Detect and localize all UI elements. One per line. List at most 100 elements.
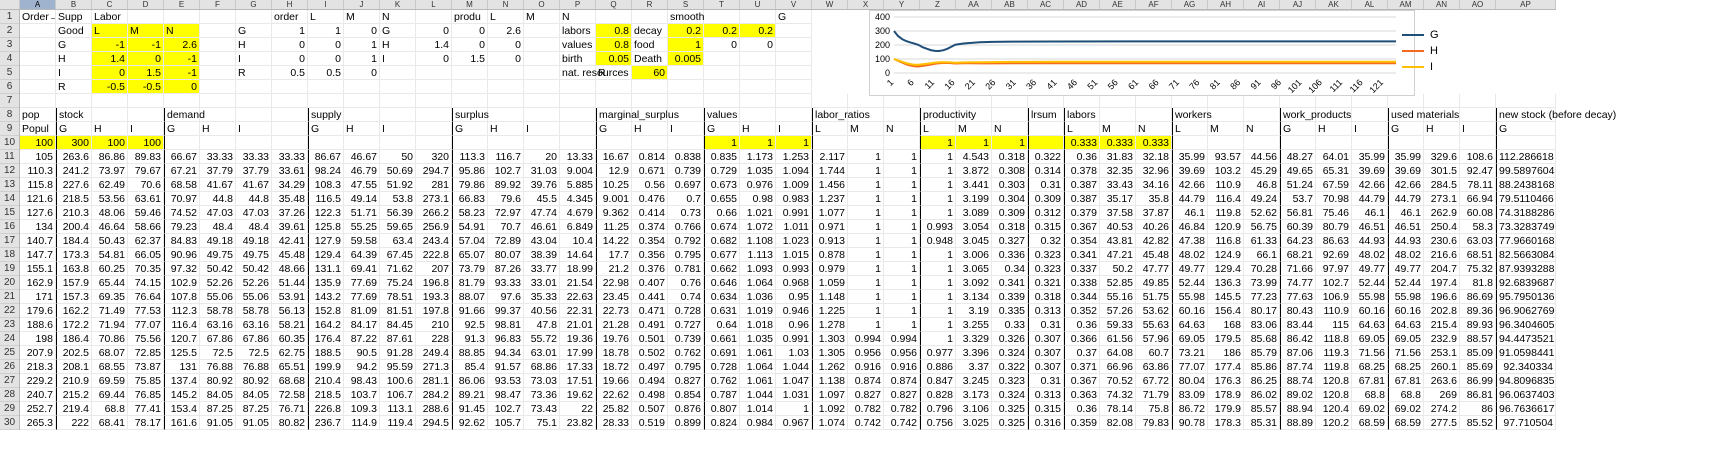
cell[interactable]: 178.3 <box>1208 416 1244 430</box>
cell[interactable] <box>1100 94 1136 108</box>
cell[interactable]: L <box>1064 122 1100 136</box>
cell[interactable]: 0 <box>272 38 308 52</box>
cell[interactable]: 44.56 <box>1244 150 1280 164</box>
cell[interactable]: 0 <box>92 66 128 80</box>
cell[interactable]: 1.011 <box>776 220 812 234</box>
column-header[interactable]: AH <box>1208 0 1244 9</box>
cell[interactable]: 79.5110466 <box>1496 192 1556 206</box>
cell[interactable]: 1 <box>848 290 884 304</box>
cell[interactable]: 35.99 <box>1388 150 1424 164</box>
cell[interactable] <box>560 122 596 136</box>
cell[interactable]: 0.322 <box>992 360 1028 374</box>
cell[interactable]: 179.5 <box>1208 332 1244 346</box>
cell[interactable]: 125.8 <box>308 220 344 234</box>
cell[interactable]: N <box>1244 122 1280 136</box>
cell[interactable]: 0.352 <box>1064 304 1100 318</box>
row-header[interactable]: 19 <box>0 262 19 276</box>
cell[interactable]: 1 <box>848 192 884 206</box>
cell[interactable]: 52.44 <box>1352 276 1388 290</box>
cell[interactable]: L <box>920 122 956 136</box>
cell[interactable]: 77.53 <box>128 304 164 318</box>
cell[interactable] <box>344 136 380 150</box>
cell[interactable] <box>308 94 344 108</box>
cell[interactable]: 176.3 <box>1208 374 1244 388</box>
cell[interactable]: 70.97 <box>164 192 200 206</box>
cell[interactable]: 105 <box>20 150 56 164</box>
cell[interactable]: 68.41 <box>92 416 128 430</box>
cell[interactable]: 0.366 <box>1064 332 1100 346</box>
cell[interactable]: 0.7 <box>668 192 704 206</box>
cell[interactable]: birth <box>560 52 596 66</box>
cell[interactable]: 1 <box>884 318 920 332</box>
cell[interactable]: 0 <box>416 52 452 66</box>
cell[interactable] <box>776 108 812 122</box>
cell[interactable] <box>1208 94 1244 108</box>
cell[interactable]: 196.8 <box>416 276 452 290</box>
cell[interactable]: 49.77 <box>1172 262 1208 276</box>
cell[interactable]: 85.79 <box>1244 346 1280 360</box>
cell[interactable]: 243.4 <box>416 234 452 248</box>
cell[interactable]: 0.835 <box>704 150 740 164</box>
cell[interactable]: 0.005 <box>668 52 704 66</box>
cell[interactable]: 44.79 <box>1352 192 1388 206</box>
cell[interactable]: 57.04 <box>452 234 488 248</box>
cell[interactable]: 250.4 <box>1424 220 1460 234</box>
cell[interactable] <box>308 136 344 150</box>
cell[interactable]: 68.8 <box>92 402 128 416</box>
cell[interactable]: 3.872 <box>956 164 992 178</box>
cell[interactable]: 60.16 <box>1352 304 1388 318</box>
cell[interactable]: 63.4 <box>380 234 416 248</box>
row-header[interactable]: 24 <box>0 332 19 346</box>
cell[interactable]: 0.739 <box>668 332 704 346</box>
cell[interactable]: 6.849 <box>560 220 596 234</box>
row-header[interactable]: 17 <box>0 234 19 248</box>
cell[interactable] <box>560 80 596 94</box>
cell[interactable]: 162.9 <box>20 276 56 290</box>
cell[interactable] <box>452 80 488 94</box>
cell[interactable]: 53.7 <box>1280 192 1316 206</box>
cell[interactable]: L <box>1172 122 1208 136</box>
cell[interactable] <box>920 94 956 108</box>
cell[interactable]: 102.7 <box>1316 276 1352 290</box>
cell[interactable]: 48.02 <box>1172 248 1208 262</box>
cell[interactable]: 55.63 <box>1136 318 1172 332</box>
cell[interactable] <box>1352 136 1388 150</box>
cell[interactable]: 145.5 <box>1208 290 1244 304</box>
cell[interactable]: 64.01 <box>1316 150 1352 164</box>
cell[interactable]: 232.9 <box>1424 332 1460 346</box>
cell[interactable]: 301.5 <box>1424 164 1460 178</box>
row-header[interactable]: 28 <box>0 388 19 402</box>
column-header[interactable]: X <box>848 0 884 9</box>
cell[interactable] <box>776 24 812 38</box>
cell[interactable]: 46.51 <box>1388 220 1424 234</box>
cell[interactable]: 1 <box>884 248 920 262</box>
cell[interactable]: 1 <box>740 136 776 150</box>
cell[interactable]: 53.91 <box>272 290 308 304</box>
cell[interactable]: 77.69 <box>344 276 380 290</box>
cell[interactable]: 68.59 <box>1388 416 1424 430</box>
cell[interactable]: 95.86 <box>452 164 488 178</box>
cell[interactable]: 39.69 <box>1172 164 1208 178</box>
cell[interactable]: 1 <box>848 220 884 234</box>
cell[interactable]: 179.9 <box>1208 402 1244 416</box>
cell[interactable] <box>596 10 632 24</box>
cell[interactable]: 74.52 <box>164 206 200 220</box>
cell[interactable]: 67.86 <box>200 332 236 346</box>
cell[interactable]: 0.967 <box>776 416 812 430</box>
cell[interactable]: 77.69 <box>344 290 380 304</box>
cell[interactable]: 89.02 <box>1280 388 1316 402</box>
cell[interactable]: 47.38 <box>1172 234 1208 248</box>
cell[interactable]: 0.8 <box>596 24 632 38</box>
cell[interactable]: 99.37 <box>488 304 524 318</box>
cell[interactable]: 263.6 <box>56 150 92 164</box>
cell[interactable]: 274.2 <box>1424 402 1460 416</box>
cell[interactable] <box>668 94 704 108</box>
cell[interactable]: 42.82 <box>1136 234 1172 248</box>
cell[interactable] <box>20 94 56 108</box>
cell[interactable]: I <box>668 122 704 136</box>
cell[interactable]: 1.237 <box>812 192 848 206</box>
cell[interactable]: 0.727 <box>668 318 704 332</box>
cell[interactable]: 1 <box>344 38 380 52</box>
column-header[interactable]: P <box>560 0 596 9</box>
row-header[interactable]: 29 <box>0 402 19 416</box>
